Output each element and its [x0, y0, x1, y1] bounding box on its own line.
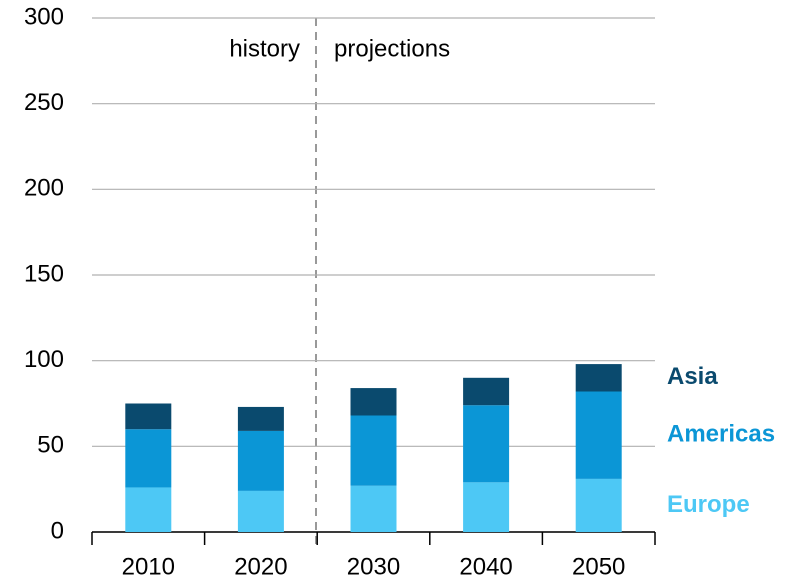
- annotation: projections: [334, 35, 450, 62]
- bar-segment: [463, 377, 510, 406]
- legend-label: Americas: [667, 421, 775, 448]
- y-tick-label: 150: [24, 260, 64, 287]
- y-tick-label: 100: [24, 346, 64, 373]
- y-tick-label: 200: [24, 175, 64, 202]
- bar-segment: [237, 430, 284, 491]
- bar-segment: [125, 403, 172, 430]
- y-tick-label: 250: [24, 89, 64, 116]
- bar-segment: [575, 478, 622, 532]
- bar-segment: [350, 485, 397, 532]
- bar-segment: [575, 364, 622, 392]
- bar-segment: [125, 429, 172, 488]
- legend-label: Asia: [667, 363, 718, 390]
- x-tick-label: 2040: [459, 553, 512, 580]
- x-tick-label: 2030: [347, 553, 400, 580]
- x-tick-label: 2050: [572, 553, 625, 580]
- bar-segment: [125, 487, 172, 532]
- legend-label: Europe: [667, 491, 750, 518]
- bar-segment: [350, 415, 397, 486]
- y-tick-label: 300: [24, 3, 64, 30]
- bar-segment: [237, 490, 284, 532]
- bar-segment: [463, 405, 510, 483]
- x-tick-label: 2010: [122, 553, 175, 580]
- bar-segment: [237, 406, 284, 431]
- annotation: history: [229, 35, 300, 62]
- bar-segment: [575, 391, 622, 479]
- bar-segment: [350, 388, 397, 416]
- y-tick-label: 0: [51, 517, 64, 544]
- y-tick-label: 50: [37, 432, 64, 459]
- x-tick-label: 2020: [234, 553, 287, 580]
- bar-segment: [463, 482, 510, 532]
